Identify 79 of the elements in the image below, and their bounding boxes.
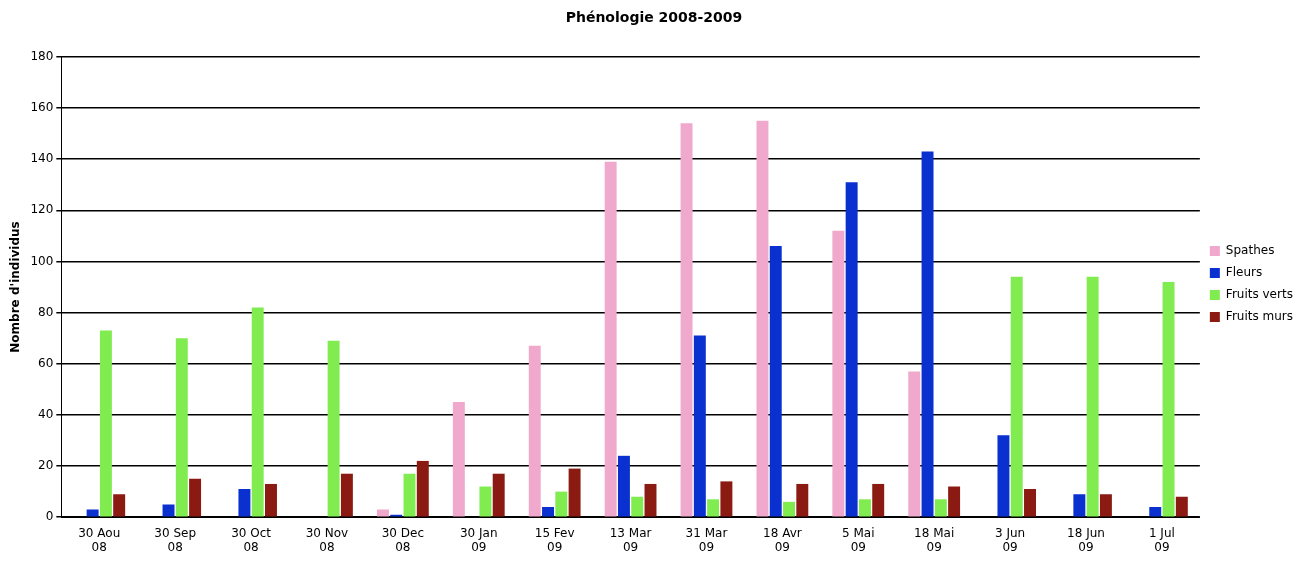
- bar: [528, 345, 541, 517]
- bar: [617, 455, 630, 517]
- bar: [555, 491, 568, 517]
- bar: [707, 499, 720, 517]
- bar: [845, 182, 858, 517]
- bar: [327, 340, 340, 517]
- bar: [416, 460, 429, 517]
- y-tick-label: 180: [30, 48, 54, 63]
- bar: [644, 483, 657, 517]
- legend-label: Fleurs: [1225, 265, 1263, 280]
- bar: [921, 151, 934, 517]
- bar: [542, 506, 555, 517]
- y-tick-label: 80: [38, 304, 54, 319]
- bar: [693, 335, 706, 517]
- bar: [479, 486, 492, 517]
- y-tick-label: 20: [38, 458, 54, 473]
- bar: [568, 468, 581, 517]
- chart-title: Phénologie 2008-2009: [565, 9, 743, 26]
- bar: [631, 496, 644, 517]
- bar: [934, 499, 947, 517]
- bar: [452, 402, 465, 517]
- x-tick-label: 30 Dec 08: [381, 525, 425, 554]
- x-tick-label: 18 Mai 09: [914, 525, 955, 554]
- bar: [858, 499, 871, 517]
- bar: [908, 371, 921, 517]
- x-tick-label: 5 Mai 09: [842, 525, 875, 554]
- x-tick-label: 30 Oct 08: [231, 525, 272, 554]
- x-tick-label: 3 Jun 09: [994, 525, 1026, 554]
- bar: [403, 473, 416, 517]
- bar: [1024, 489, 1036, 517]
- bar: [872, 483, 885, 517]
- bar: [948, 486, 961, 517]
- bar: [492, 473, 505, 517]
- x-tick-label: 30 Nov 08: [305, 525, 349, 554]
- bar: [1149, 506, 1162, 517]
- bar: [238, 489, 251, 517]
- bar: [1086, 276, 1099, 517]
- bar: [1162, 281, 1175, 517]
- bar: [997, 435, 1010, 517]
- x-tick-label: 1 Jul 09: [1148, 525, 1175, 554]
- x-tick-label: 30 Sep 08: [154, 525, 197, 554]
- bar: [756, 120, 769, 517]
- bar: [189, 478, 202, 517]
- y-tick-label: 120: [30, 202, 54, 217]
- x-tick-label: 30 Aou 08: [78, 525, 121, 554]
- y-tick-label: 100: [30, 253, 54, 268]
- bar: [680, 123, 693, 517]
- bar: [251, 307, 264, 517]
- bar: [1010, 276, 1023, 517]
- bar: [265, 483, 277, 517]
- legend-label: Fruits murs: [1225, 309, 1293, 324]
- bar: [796, 483, 809, 517]
- legend-label: Fruits verts: [1225, 287, 1293, 302]
- bar: [604, 161, 617, 517]
- bar: [175, 338, 188, 517]
- bar: [1099, 494, 1112, 517]
- bar: [99, 330, 112, 517]
- bar: [1073, 494, 1086, 517]
- x-tick-label: 31 Mar 09: [685, 525, 728, 554]
- y-tick-label: 60: [38, 355, 54, 370]
- y-tick-label: 140: [30, 151, 54, 166]
- y-tick-label: 0: [45, 509, 54, 524]
- bar: [162, 504, 175, 517]
- x-tick-label: 18 Jun 09: [1067, 525, 1105, 554]
- bar: [783, 501, 795, 517]
- legend-label: Spathes: [1225, 243, 1275, 258]
- bar: [1175, 496, 1188, 517]
- x-tick-label: 18 Avr 09: [763, 525, 802, 554]
- bar: [832, 230, 845, 517]
- x-tick-label: 15 Fev 09: [534, 525, 575, 554]
- x-tick-label: 30 Jan 09: [459, 525, 498, 554]
- y-tick-label: 40: [38, 407, 54, 422]
- bar: [340, 473, 353, 517]
- bar: [720, 481, 733, 517]
- y-axis-title: Nombre d'individus: [8, 221, 23, 353]
- x-tick-label: 13 Mar 09: [609, 525, 652, 554]
- y-tick-label: 160: [30, 100, 54, 115]
- bar: [113, 494, 126, 517]
- bar: [769, 246, 782, 517]
